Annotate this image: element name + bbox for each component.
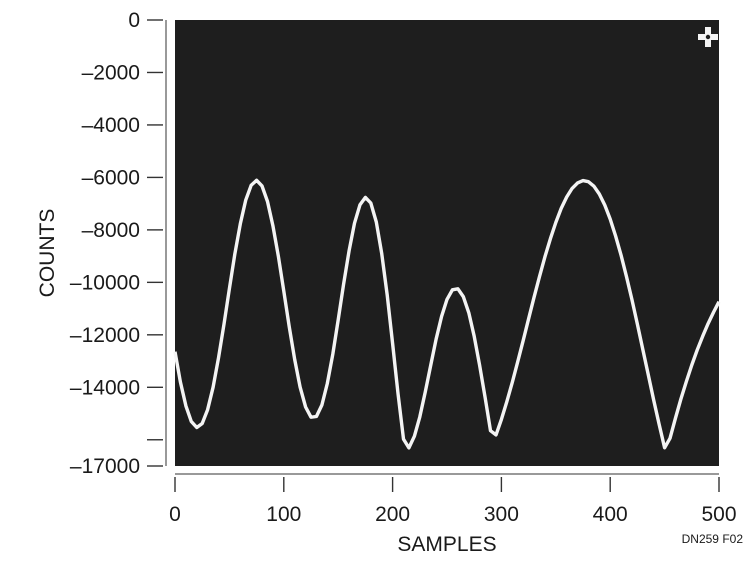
plot-background (175, 20, 719, 466)
series-line-0 (173, 178, 721, 450)
y-axis: 0 –2000 –4000 –6000 –8000 –10000 –12000 –14000 –… (70, 9, 167, 478)
crosshair-marker-icon (698, 27, 718, 47)
x-tick-label: 300 (484, 503, 519, 526)
x-tick-label: 400 (593, 503, 628, 526)
y-tick-label: –12000 (70, 324, 140, 347)
y-tick-label: –8000 (82, 219, 140, 242)
x-tick-label: 0 (169, 503, 181, 526)
y-axis-title: COUNTS (36, 209, 59, 298)
y-tick-label: –2000 (82, 61, 140, 84)
x-tick-label: 100 (266, 503, 301, 526)
x-tick-label: 500 (701, 503, 736, 526)
y-tick-label: –4000 (82, 114, 140, 137)
x-tick-label: 200 (375, 503, 410, 526)
plot-area (173, 20, 721, 466)
y-tick-label: –6000 (82, 166, 140, 189)
y-tick-label: –14000 (70, 376, 140, 399)
y-tick-label: 0 (128, 9, 140, 32)
x-axis-title: SAMPLES (397, 533, 496, 556)
y-tick-label: –17000 (70, 455, 140, 478)
figure-id-label: DN259 F02 (682, 532, 744, 546)
y-tick-label: –10000 (70, 271, 140, 294)
x-axis: 0 100 200 300 400 500 (169, 473, 737, 526)
